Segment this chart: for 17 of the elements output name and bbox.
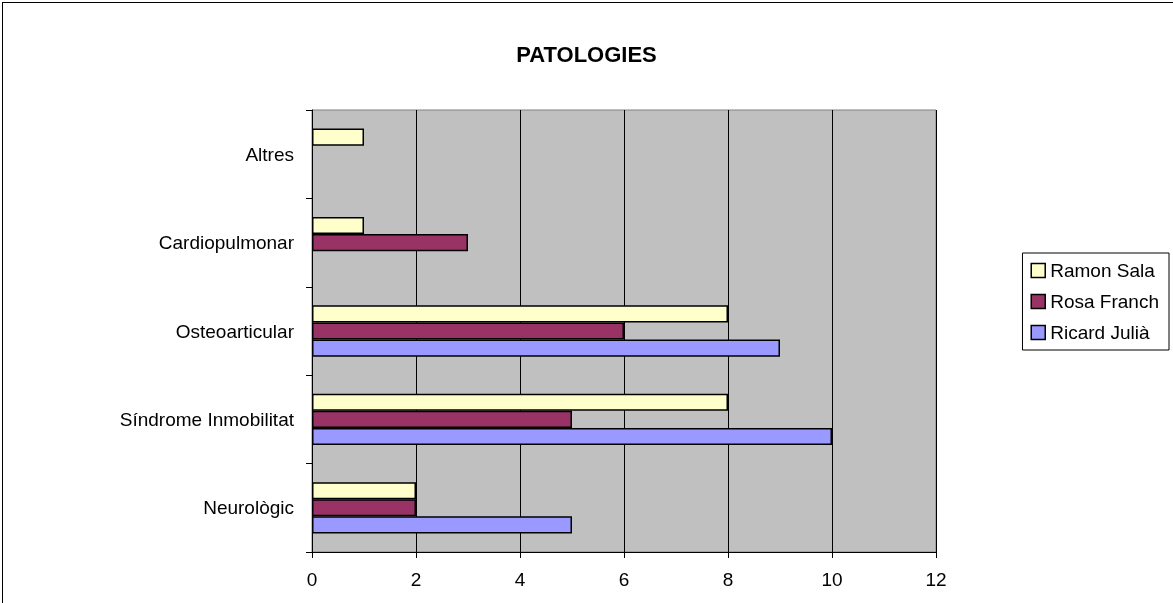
legend-label: Rosa Franch xyxy=(1050,291,1160,312)
x-tick-label: 12 xyxy=(925,569,947,590)
x-tick-label: 6 xyxy=(618,569,630,590)
x-tick-label: 0 xyxy=(306,569,318,590)
y-tick-label: Síndrome Inmobilitat xyxy=(119,408,295,430)
bar xyxy=(312,128,364,146)
x-tick-label: 8 xyxy=(722,569,734,590)
x-tick-label: 2 xyxy=(410,569,422,590)
legend-label: Ramon Sala xyxy=(1050,260,1156,281)
y-tick-label: Neurològic xyxy=(203,497,294,519)
x-tick-label: 10 xyxy=(821,569,843,590)
y-tick-label: Altres xyxy=(245,143,294,165)
y-tick-label: Osteoarticular xyxy=(175,320,295,342)
chart-title: PATOLOGIES xyxy=(516,41,657,67)
x-tick-label: 4 xyxy=(514,569,526,590)
y-tick-label: Cardiopulmonar xyxy=(158,232,295,254)
legend-label: Ricard Julià xyxy=(1050,322,1150,343)
